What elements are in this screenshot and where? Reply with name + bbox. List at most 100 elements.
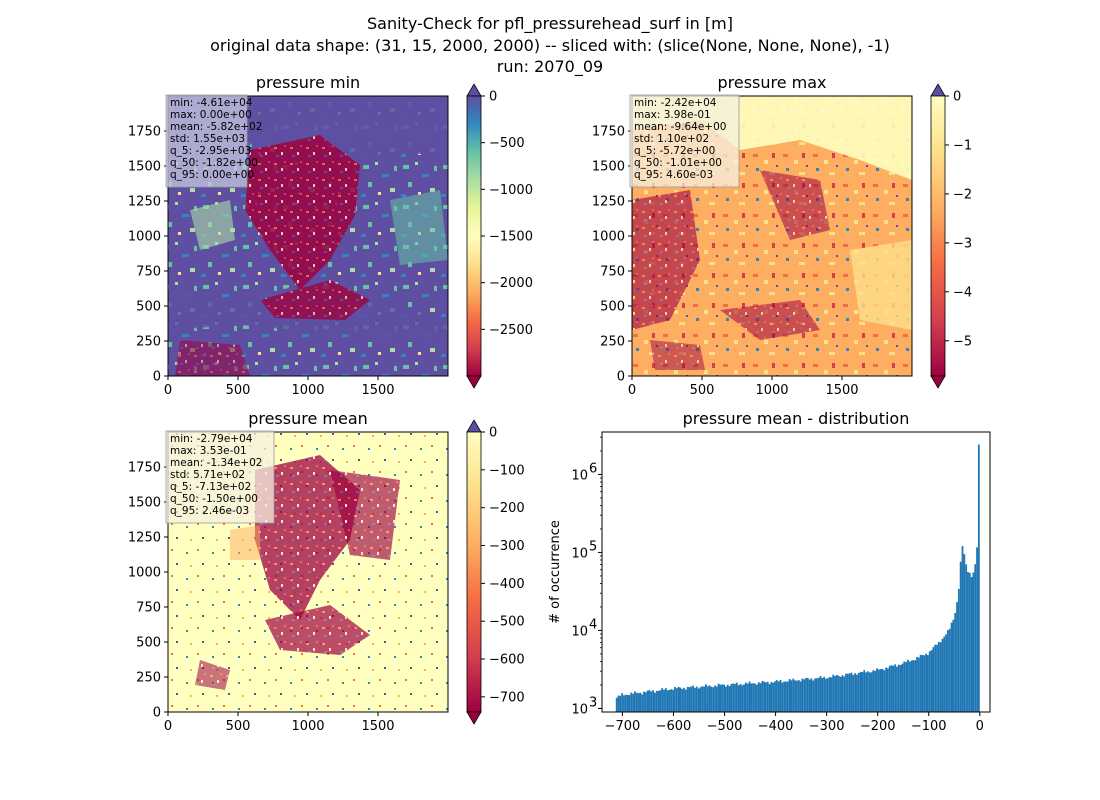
histogram-bar	[730, 683, 733, 712]
histogram-bar	[781, 682, 784, 712]
stat-line: q_50: -1.82e+00	[170, 157, 258, 169]
histogram-bar	[686, 686, 689, 712]
stat-line: q_95: 0.00e+00	[170, 169, 254, 181]
x-tick-label: 0	[976, 719, 984, 734]
histogram-bar	[863, 670, 866, 712]
histogram-bar	[896, 666, 898, 712]
histogram-bar	[901, 663, 904, 712]
histogram-bar	[879, 669, 882, 712]
y-tick-label: 10	[571, 702, 588, 717]
colorbar-tick-label: 0	[953, 90, 961, 105]
histogram-bar	[655, 690, 658, 712]
histogram-bar	[861, 672, 864, 712]
y-tick-label: 0	[153, 706, 161, 721]
histogram-bar	[699, 687, 702, 712]
histogram-bar	[903, 661, 906, 712]
histogram-bar	[914, 660, 917, 712]
histogram-bar	[794, 680, 796, 712]
y-tick-label: 250	[600, 335, 625, 350]
histogram-bar	[905, 662, 907, 712]
stat-line: mean: -9.64e+00	[634, 121, 726, 133]
histogram-bar	[683, 687, 685, 712]
histogram-bar	[663, 689, 665, 712]
histogram-bars	[615, 444, 980, 712]
histogram-bar	[972, 572, 975, 712]
y-tick-exponent: 3	[589, 695, 597, 710]
histogram-bar	[679, 687, 682, 712]
histogram-bar	[761, 681, 764, 712]
x-tick-label: 1000	[291, 383, 324, 398]
colorbar-gradient	[930, 95, 946, 377]
colorbar-tick-label: −300	[489, 539, 525, 554]
panel-pressure-mean: pressure mean 0 500 1000 1500 0 250 500 750 100…	[128, 409, 525, 734]
histogram-bar	[788, 679, 791, 712]
x-tick-label: −400	[758, 719, 794, 734]
y-tick-label: 1000	[128, 566, 161, 581]
histogram-bar	[870, 672, 873, 712]
y-ticks: 0 250 500 750 1000 1250 1500 1750	[128, 125, 168, 385]
x-tick-label: 500	[690, 383, 715, 398]
histogram-bar	[890, 665, 893, 712]
stats-box: min: -2.79e+04 max: 3.53e-01 mean: -1.34…	[165, 430, 275, 524]
x-tick-label: 1500	[361, 719, 394, 734]
colorbar-tick-label: −500	[489, 615, 525, 630]
histogram-bar	[703, 686, 705, 712]
stats-box: min: -4.61e+04 max: 0.00e+00 mean: -5.82…	[165, 94, 262, 188]
histogram-bar	[821, 678, 824, 712]
y-tick-label: 1250	[592, 195, 625, 210]
histogram-bar	[639, 692, 642, 712]
histogram-bar	[783, 681, 786, 712]
x-ticks: 0 500 1000 1500	[164, 376, 395, 398]
histogram-bar	[659, 690, 662, 712]
x-tick-label: 0	[164, 383, 172, 398]
stat-line: min: -2.79e+04	[170, 433, 253, 445]
histogram-bar	[917, 657, 920, 712]
histogram-bar	[923, 655, 926, 712]
histogram-bar	[657, 690, 660, 712]
histogram-bar	[785, 681, 787, 712]
histogram-bar	[617, 695, 620, 712]
histogram-bar	[948, 628, 951, 712]
histogram-bar	[748, 681, 751, 712]
histogram-bar	[775, 680, 778, 712]
histogram-bar	[868, 672, 871, 712]
histogram-bar	[897, 664, 900, 712]
histogram-bar	[632, 693, 634, 712]
histogram-bar	[894, 664, 897, 712]
histogram-bar	[916, 657, 918, 712]
histogram-bar	[846, 673, 849, 712]
histogram-bar	[752, 683, 755, 712]
histogram-bar	[805, 677, 807, 712]
colorbar-tick-label: −2500	[489, 323, 533, 338]
histogram-bar	[630, 692, 633, 712]
histogram-bar	[701, 686, 704, 712]
x-tick-label: −300	[809, 719, 845, 734]
histogram-bar	[715, 686, 718, 712]
histogram-bar	[772, 682, 775, 712]
histogram-bar	[728, 686, 731, 712]
panel-pressure-max: pressure max 0 500 1000 1500 0 250 500 750 1000…	[592, 73, 972, 398]
colorbar-tick-label: −100	[489, 463, 525, 478]
colorbar: 0 −500 −1000 −1500 −2000 −2500	[466, 83, 533, 389]
y-tick-label: 500	[136, 300, 161, 315]
histogram-bar	[927, 655, 929, 712]
suptitle-line-2: original data shape: (31, 15, 2000, 2000…	[210, 36, 890, 55]
y-ticks: 0 250 500 750 1000 1250 1500 1750	[128, 461, 168, 721]
histogram-bar	[956, 602, 958, 712]
histogram-bar	[714, 685, 716, 712]
histogram-bar	[974, 564, 977, 712]
colorbar-extend-max	[466, 83, 482, 97]
histogram-bar	[743, 684, 746, 712]
y-tick-exponent: 5	[589, 539, 597, 554]
histogram-bar	[668, 689, 671, 712]
histogram-bar	[941, 638, 944, 712]
histogram-bar	[888, 665, 891, 712]
histogram-bar	[734, 683, 736, 712]
colorbar-tick-label: −5	[953, 334, 972, 349]
histogram-bar	[688, 687, 691, 712]
histogram-bar	[626, 694, 629, 712]
histogram-bar	[906, 659, 909, 712]
y-tick-label: 1500	[592, 160, 625, 175]
histogram-bar	[899, 665, 902, 712]
